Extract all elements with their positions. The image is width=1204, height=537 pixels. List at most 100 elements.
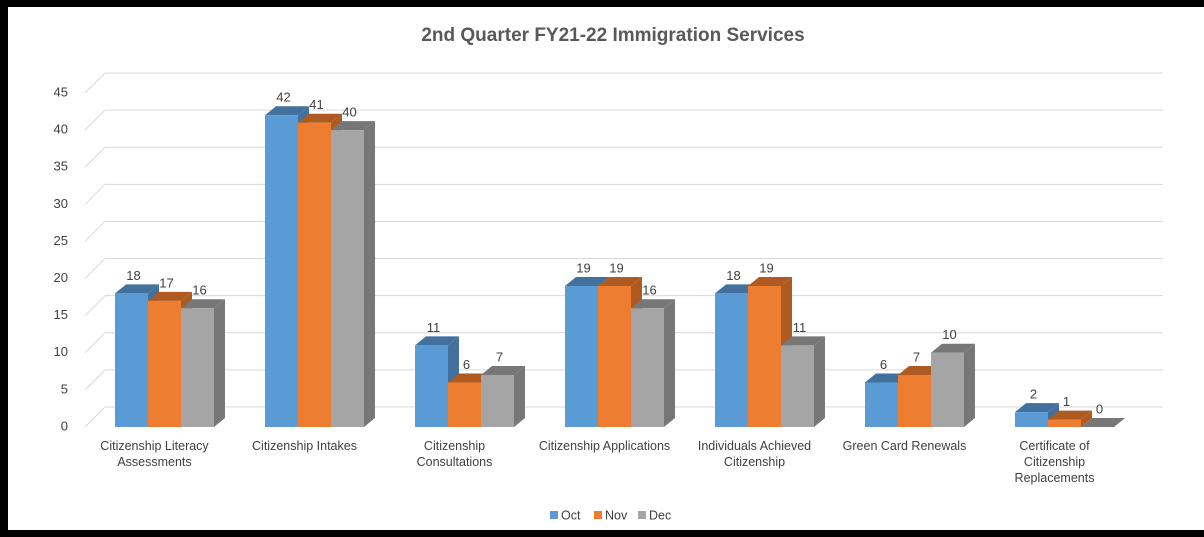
bar-face [265,115,298,428]
y-tick-label: 15 [54,307,68,322]
x-tick-label: Individuals Achieved Citizenship [697,439,812,469]
grid-line [84,221,106,242]
grid-line [84,183,106,205]
bar-face [448,382,481,427]
bar-face [781,336,825,346]
chart-area: 2nd Quarter FY21-22 Immigration Services… [8,7,1204,530]
data-label: 42 [276,90,290,105]
bar-face [364,121,375,427]
grid-line [84,109,106,131]
bar-face [265,106,309,116]
bar-face [1081,410,1092,427]
bar-face [781,345,814,427]
bar-face [181,299,225,309]
bar-face [481,375,514,427]
bar-face [748,276,792,286]
bar [781,336,825,427]
bar-face [931,352,964,427]
bar [1081,418,1125,427]
bar-face [331,130,364,427]
grid-line [84,295,106,317]
bar-face [115,284,159,294]
x-tick-label: Citizenship Applications [538,439,671,453]
bar-face [748,285,781,427]
bar [481,366,525,427]
data-label: 40 [342,105,356,120]
data-label: 7 [913,349,920,364]
y-tick-label: 20 [54,270,68,285]
bar-face [931,343,975,353]
data-label: 16 [192,283,206,298]
data-label: 0 [1096,401,1103,416]
data-label: 11 [427,320,441,335]
bar-face [115,293,148,427]
bar-face [715,293,748,427]
bar [631,299,675,427]
bar-face [565,276,609,286]
data-label: 11 [793,320,807,335]
bar-face [298,122,331,427]
bar-face [631,308,664,427]
bar-face [415,345,448,427]
y-tick-label: 5 [61,381,68,396]
bar-face [514,366,525,427]
bar-face [181,308,214,427]
bar-face [1048,410,1092,420]
bar-face [865,382,898,427]
data-label: 18 [126,268,140,283]
x-tick-label: Citizenship Literacy Assessments [100,439,209,469]
bar [331,121,375,427]
bar-face [964,343,975,427]
data-label: 10 [942,327,956,342]
bar-face [481,366,525,376]
data-label: 7 [496,349,503,364]
bar-face [1081,418,1125,427]
grid-line [84,369,106,391]
legend-swatch [594,511,602,519]
bar-face [664,299,675,427]
bar [931,343,975,427]
y-tick-label: 25 [54,233,68,248]
data-label: 19 [576,260,590,275]
grid-line [84,72,106,94]
bar-face [1015,412,1048,427]
grid-line [84,332,106,354]
bar [1048,410,1092,427]
bar-face [214,299,225,427]
y-tick-label: 0 [61,418,68,433]
legend-swatch [638,511,646,519]
chart-title: 2nd Quarter FY21-22 Immigration Services [421,25,804,46]
bar-face [598,285,631,427]
data-label: 1 [1063,394,1070,409]
x-tick-label: Citizenship Consultations [416,439,493,469]
legend-label: Oct [561,508,581,522]
y-tick-label: 45 [54,84,68,99]
grid-line [84,258,106,279]
y-tick-label: 35 [54,159,68,174]
y-tick-label: 10 [54,344,68,359]
data-label: 18 [726,268,740,283]
bar-face [898,375,931,427]
data-label: 19 [759,260,773,275]
bar-face [565,285,598,427]
bar-face [598,276,642,286]
data-label: 6 [880,357,887,372]
data-label: 2 [1030,387,1037,402]
data-label: 6 [463,357,470,372]
x-tick-label: Green Card Renewals [842,439,967,453]
legend-label: Nov [605,508,628,522]
x-tick-label: Certificate of Citizenship Replacements [1014,439,1095,485]
y-tick-label: 30 [54,196,68,211]
legend-label: Dec [649,508,671,522]
bar-face [148,300,181,427]
grid-line [84,146,106,168]
x-tick-label: Citizenship Intakes [252,439,357,453]
bar-face [631,299,675,309]
chart: 2nd Quarter FY21-22 Immigration Services… [54,25,1163,522]
data-label: 17 [159,275,173,290]
bar-face [331,121,375,131]
bar-face [298,113,342,123]
bar [181,299,225,427]
data-label: 16 [642,283,656,298]
